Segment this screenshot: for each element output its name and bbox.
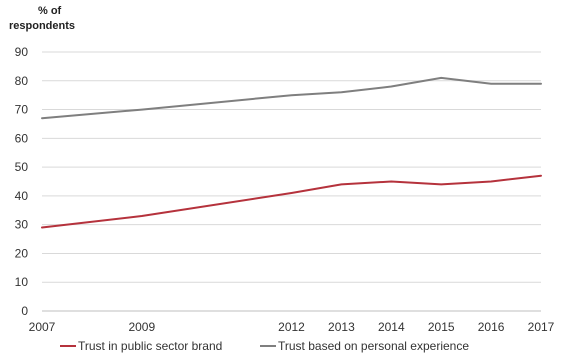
y-tick-label: 70: [15, 103, 29, 117]
y-axis-title-line-2: respondents: [9, 20, 75, 32]
y-tick-label: 20: [15, 246, 29, 260]
y-tick-label: 80: [15, 74, 29, 88]
x-tick-label: 2013: [328, 320, 355, 334]
y-tick-label: 50: [15, 160, 29, 174]
series-line-2: [41, 76, 542, 120]
x-axis-ticks: 2007 2009 2012 2013 2014 2015 2016 2017: [29, 320, 555, 334]
x-tick-label: 2012: [278, 320, 305, 334]
series-lines: [41, 76, 542, 229]
y-tick-label: 30: [15, 218, 29, 232]
y-tick-label: 90: [15, 45, 29, 59]
series-line-1: [41, 174, 542, 229]
y-tick-label: 40: [15, 189, 29, 203]
x-tick-label: 2015: [428, 320, 455, 334]
legend-label-2: Trust based on personal experience: [278, 339, 469, 353]
gridlines: [42, 51, 541, 312]
x-tick-label: 2007: [29, 320, 56, 334]
x-tick-label: 2016: [478, 320, 505, 334]
x-tick-label: 2009: [128, 320, 155, 334]
y-axis-ticks: 0 10 20 30 40 50 60 70 80 90: [15, 45, 29, 318]
y-axis-title-line-1: % of: [38, 5, 62, 17]
y-tick-label: 60: [15, 131, 29, 145]
x-tick-label: 2017: [528, 320, 555, 334]
legend: Trust in public sector brand Trust based …: [60, 339, 469, 353]
legend-label-1: Trust in public sector brand: [78, 339, 222, 353]
y-tick-label: 0: [21, 304, 28, 318]
x-tick-label: 2014: [378, 320, 405, 334]
y-tick-label: 10: [15, 275, 29, 289]
